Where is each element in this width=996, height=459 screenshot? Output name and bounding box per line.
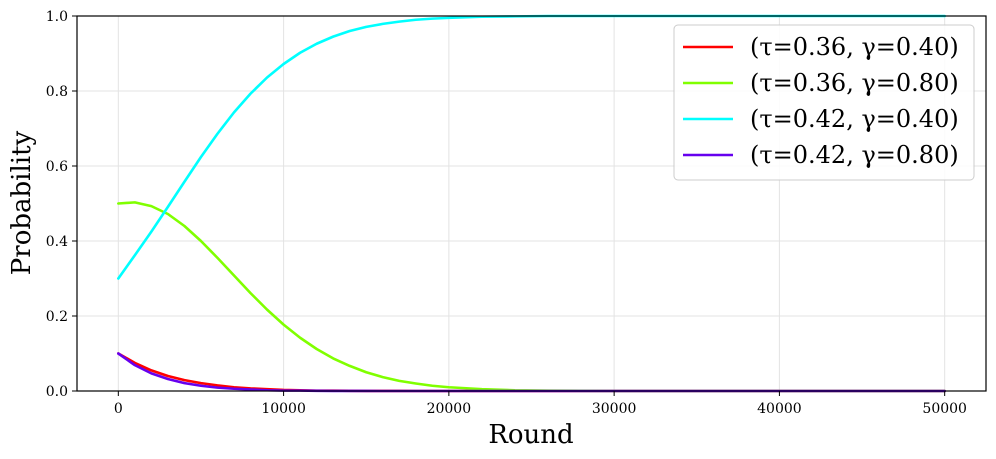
legend-label-2: (τ=0.36, γ=0.80) [750, 69, 959, 97]
x-tick-label: 20000 [427, 401, 472, 417]
legend-box [673, 24, 975, 181]
x-tick-label: 0 [114, 401, 123, 417]
legend: (τ=0.36, γ=0.40) (τ=0.36, γ=0.80) (τ=0.42,… [673, 24, 975, 181]
legend-label-3: (τ=0.42, γ=0.40) [750, 105, 959, 133]
y-tick-label: 1.0 [46, 9, 68, 25]
y-axis-title: Probability [7, 130, 37, 275]
x-tick-label: 40000 [757, 401, 802, 417]
x-tick-label: 50000 [922, 401, 967, 417]
y-tick-label: 0.0 [46, 384, 68, 400]
y-tick-label: 0.6 [46, 159, 68, 175]
x-axis-title: Round [488, 420, 573, 450]
x-tick-label: 30000 [592, 401, 637, 417]
plot-frame [76, 15, 987, 392]
axis-ticks: 0 10000 20000 30000 40000 50000 0.0 0.2 0.4 0.6 0.… [46, 9, 967, 417]
x-tick-label: 10000 [261, 401, 306, 417]
y-tick-label: 0.4 [46, 234, 68, 250]
y-tick-label: 0.8 [46, 84, 68, 100]
legend-label-4: (τ=0.42, γ=0.80) [750, 141, 959, 169]
y-tick-label: 0.2 [46, 309, 68, 325]
legend-label-1: (τ=0.36, γ=0.40) [750, 33, 959, 61]
